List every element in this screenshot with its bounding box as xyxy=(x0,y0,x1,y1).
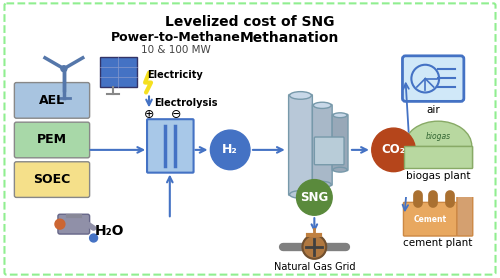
Ellipse shape xyxy=(290,92,312,99)
FancyBboxPatch shape xyxy=(314,137,344,165)
FancyBboxPatch shape xyxy=(147,119,194,173)
Text: ⊕: ⊕ xyxy=(144,108,154,121)
FancyBboxPatch shape xyxy=(402,168,473,197)
Text: 10 & 100 MW: 10 & 100 MW xyxy=(141,45,210,55)
FancyBboxPatch shape xyxy=(14,162,90,197)
FancyBboxPatch shape xyxy=(14,122,90,158)
Text: biogas plant: biogas plant xyxy=(406,171,470,181)
Text: SOEC: SOEC xyxy=(34,173,70,186)
Circle shape xyxy=(61,66,67,72)
Circle shape xyxy=(90,234,98,242)
FancyBboxPatch shape xyxy=(288,95,312,195)
FancyBboxPatch shape xyxy=(312,104,332,185)
Text: PEM: PEM xyxy=(37,133,67,147)
FancyBboxPatch shape xyxy=(100,57,137,86)
FancyBboxPatch shape xyxy=(404,146,472,168)
Text: Cement: Cement xyxy=(414,215,446,224)
FancyBboxPatch shape xyxy=(58,214,90,234)
Text: SNG: SNG xyxy=(300,191,328,204)
Text: Levelized cost of SNG: Levelized cost of SNG xyxy=(166,15,335,29)
Circle shape xyxy=(302,235,326,259)
FancyBboxPatch shape xyxy=(4,3,496,275)
Text: CO₂: CO₂ xyxy=(382,143,406,157)
Text: H₂: H₂ xyxy=(222,143,238,157)
Text: Electricity: Electricity xyxy=(147,70,203,80)
Circle shape xyxy=(55,219,65,229)
FancyBboxPatch shape xyxy=(402,56,464,101)
Circle shape xyxy=(296,180,332,215)
FancyBboxPatch shape xyxy=(457,194,473,236)
Ellipse shape xyxy=(333,167,347,172)
Text: Electrolysis: Electrolysis xyxy=(154,98,218,108)
Ellipse shape xyxy=(290,191,312,198)
FancyBboxPatch shape xyxy=(404,202,457,236)
Text: AEL: AEL xyxy=(39,94,65,107)
Text: Methanation: Methanation xyxy=(240,31,340,45)
Ellipse shape xyxy=(404,121,472,171)
Text: biogas: biogas xyxy=(426,131,450,141)
Circle shape xyxy=(210,130,250,170)
Text: H₂O: H₂O xyxy=(94,224,124,238)
Text: Power-to-Methane: Power-to-Methane xyxy=(111,31,240,44)
Ellipse shape xyxy=(333,113,347,118)
FancyBboxPatch shape xyxy=(332,114,348,171)
Ellipse shape xyxy=(314,182,331,188)
Text: air: air xyxy=(426,105,440,115)
Ellipse shape xyxy=(314,102,331,108)
FancyBboxPatch shape xyxy=(404,146,472,168)
FancyBboxPatch shape xyxy=(14,83,90,118)
Text: Natural Gas Grid: Natural Gas Grid xyxy=(274,262,355,272)
Text: cement plant: cement plant xyxy=(404,238,473,248)
Text: ⊖: ⊖ xyxy=(170,108,181,121)
Circle shape xyxy=(372,128,416,172)
